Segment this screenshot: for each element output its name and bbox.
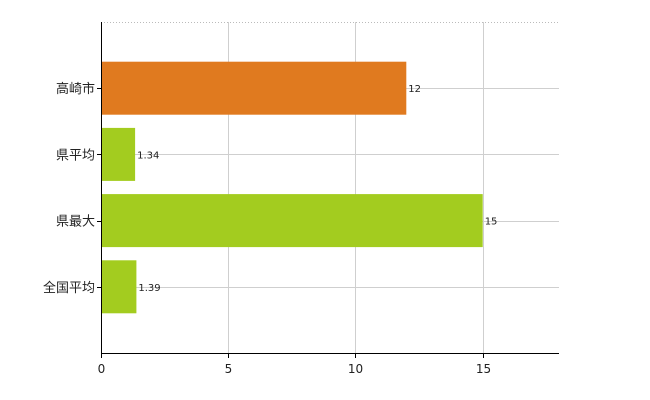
value-label-1: 1.34 (137, 150, 159, 161)
category-label-2: 県最大 (56, 215, 95, 230)
bar-2 (101, 194, 483, 248)
category-label-0: 高崎市 (56, 81, 95, 97)
x-tick-label-2: 10 (348, 362, 363, 376)
category-label-3: 全国平均 (43, 280, 95, 296)
bar-3 (101, 260, 137, 314)
x-tick-label-1: 5 (225, 362, 233, 376)
value-label-2: 15 (485, 217, 498, 228)
labels: 12 高崎市 1.34 県平均 15 県最大 1.39 全国平均 0 5 10 15 (43, 81, 497, 376)
value-label-3: 1.39 (138, 283, 160, 294)
value-label-0: 12 (408, 84, 421, 95)
x-tick-label-0: 0 (98, 362, 106, 376)
axes (97, 22, 559, 358)
bar-1 (101, 127, 136, 181)
x-tick-label-3: 15 (476, 362, 491, 376)
bar-0 (101, 61, 407, 115)
bars (101, 61, 483, 314)
category-label-1: 県平均 (56, 148, 95, 163)
